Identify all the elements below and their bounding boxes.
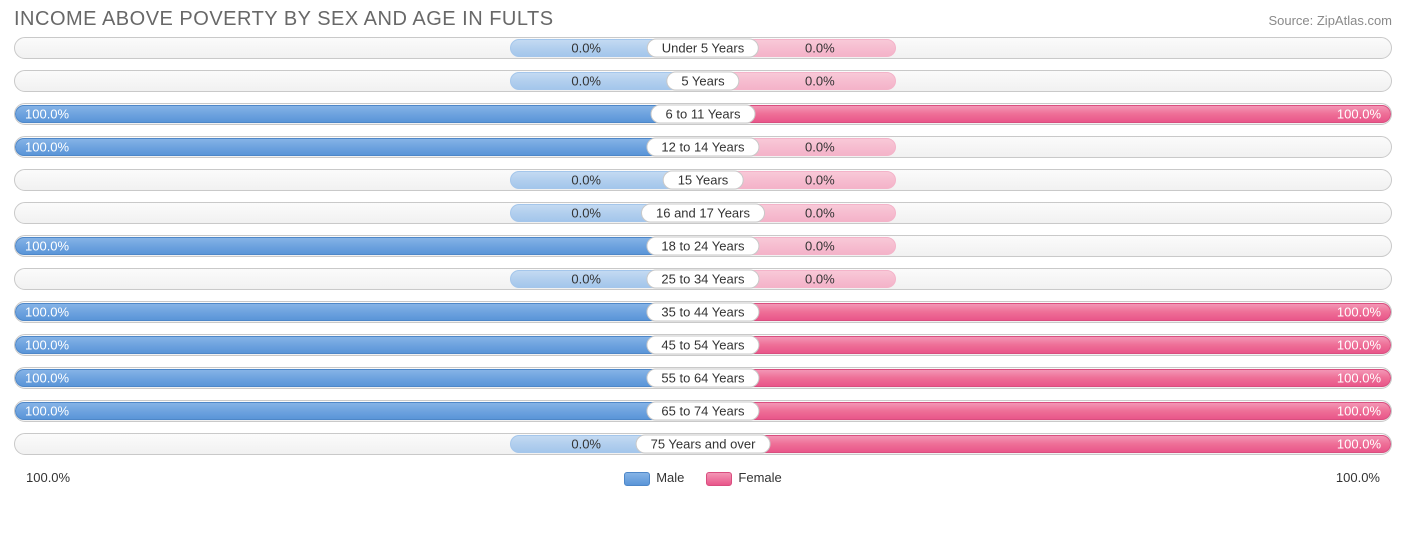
chart-row: 0.0% 0.0% 5 Years xyxy=(14,70,1392,92)
legend: Male Female xyxy=(624,470,782,486)
chart-title: INCOME ABOVE POVERTY BY SEX AND AGE IN F… xyxy=(14,8,554,31)
bar-track: 0.0% 0.0% 15 Years xyxy=(14,169,1392,191)
category-label: 65 to 74 Years xyxy=(646,402,759,421)
chart-row: 100.0% 100.0% 6 to 11 Years xyxy=(14,103,1392,125)
bar-track: 100.0% 100.0% 55 to 64 Years xyxy=(14,367,1392,389)
female-bar xyxy=(703,402,1391,420)
female-value: 100.0% xyxy=(1337,404,1381,419)
male-value: 100.0% xyxy=(25,338,69,353)
legend-male-swatch xyxy=(624,472,650,486)
bar-track: 0.0% 0.0% 16 and 17 Years xyxy=(14,202,1392,224)
legend-male: Male xyxy=(624,470,684,486)
female-bar xyxy=(703,336,1391,354)
female-bar xyxy=(703,303,1391,321)
category-label: 5 Years xyxy=(666,72,739,91)
female-value: 100.0% xyxy=(1337,437,1381,452)
legend-female-label: Female xyxy=(738,470,781,485)
source-attribution: Source: ZipAtlas.com xyxy=(1268,13,1392,28)
chart-row: 0.0% 100.0% 75 Years and over xyxy=(14,433,1392,455)
bar-track: 100.0% 100.0% 65 to 74 Years xyxy=(14,400,1392,422)
male-value: 100.0% xyxy=(25,371,69,386)
female-value: 0.0% xyxy=(805,173,835,188)
chart-row: 100.0% 100.0% 65 to 74 Years xyxy=(14,400,1392,422)
male-value: 0.0% xyxy=(571,437,601,452)
male-bar xyxy=(15,237,703,255)
category-label: 15 Years xyxy=(663,171,744,190)
category-label: Under 5 Years xyxy=(647,39,759,58)
category-label: 55 to 64 Years xyxy=(646,369,759,388)
male-value: 100.0% xyxy=(25,404,69,419)
bar-track: 0.0% 0.0% Under 5 Years xyxy=(14,37,1392,59)
legend-male-label: Male xyxy=(656,470,684,485)
female-value: 0.0% xyxy=(805,272,835,287)
bar-track: 100.0% 100.0% 35 to 44 Years xyxy=(14,301,1392,323)
female-value: 100.0% xyxy=(1337,305,1381,320)
female-value: 0.0% xyxy=(805,74,835,89)
male-value: 100.0% xyxy=(25,239,69,254)
category-label: 35 to 44 Years xyxy=(646,303,759,322)
male-value: 0.0% xyxy=(571,272,601,287)
chart-row: 100.0% 100.0% 55 to 64 Years xyxy=(14,367,1392,389)
bar-track: 100.0% 100.0% 6 to 11 Years xyxy=(14,103,1392,125)
male-bar xyxy=(15,402,703,420)
chart-row: 100.0% 0.0% 12 to 14 Years xyxy=(14,136,1392,158)
female-value: 0.0% xyxy=(805,140,835,155)
category-label: 12 to 14 Years xyxy=(646,138,759,157)
male-value: 0.0% xyxy=(571,74,601,89)
male-value: 0.0% xyxy=(571,206,601,221)
chart-row: 0.0% 0.0% 15 Years xyxy=(14,169,1392,191)
male-bar xyxy=(15,303,703,321)
bar-track: 0.0% 100.0% 75 Years and over xyxy=(14,433,1392,455)
category-label: 75 Years and over xyxy=(636,435,771,454)
category-label: 45 to 54 Years xyxy=(646,336,759,355)
female-value: 100.0% xyxy=(1337,107,1381,122)
bar-track: 100.0% 0.0% 12 to 14 Years xyxy=(14,136,1392,158)
chart-row: 0.0% 0.0% 16 and 17 Years xyxy=(14,202,1392,224)
chart-row: 100.0% 100.0% 45 to 54 Years xyxy=(14,334,1392,356)
female-bar xyxy=(703,105,1391,123)
chart-row: 100.0% 0.0% 18 to 24 Years xyxy=(14,235,1392,257)
chart-footer: 100.0% Male Female 100.0% xyxy=(0,466,1406,486)
male-value: 100.0% xyxy=(25,140,69,155)
male-value: 0.0% xyxy=(571,41,601,56)
female-bar xyxy=(703,435,1391,453)
category-label: 25 to 34 Years xyxy=(646,270,759,289)
male-bar xyxy=(15,369,703,387)
male-bar xyxy=(15,105,703,123)
bar-track: 0.0% 0.0% 25 to 34 Years xyxy=(14,268,1392,290)
male-bar xyxy=(15,336,703,354)
category-label: 6 to 11 Years xyxy=(651,105,756,124)
male-value: 100.0% xyxy=(25,305,69,320)
bar-track: 100.0% 100.0% 45 to 54 Years xyxy=(14,334,1392,356)
female-value: 100.0% xyxy=(1337,371,1381,386)
axis-right-label: 100.0% xyxy=(1336,470,1380,485)
axis-left-label: 100.0% xyxy=(26,470,70,485)
female-value: 0.0% xyxy=(805,206,835,221)
female-value: 100.0% xyxy=(1337,338,1381,353)
chart-row: 100.0% 100.0% 35 to 44 Years xyxy=(14,301,1392,323)
male-bar xyxy=(15,138,703,156)
legend-female: Female xyxy=(706,470,781,486)
male-value: 100.0% xyxy=(25,107,69,122)
chart-row: 0.0% 0.0% Under 5 Years xyxy=(14,37,1392,59)
female-value: 0.0% xyxy=(805,239,835,254)
chart-area: 0.0% 0.0% Under 5 Years 0.0% 0.0% 5 Years 100.… xyxy=(0,31,1406,455)
category-label: 18 to 24 Years xyxy=(646,237,759,256)
male-value: 0.0% xyxy=(571,173,601,188)
bar-track: 100.0% 0.0% 18 to 24 Years xyxy=(14,235,1392,257)
female-bar xyxy=(703,369,1391,387)
legend-female-swatch xyxy=(706,472,732,486)
chart-row: 0.0% 0.0% 25 to 34 Years xyxy=(14,268,1392,290)
female-value: 0.0% xyxy=(805,41,835,56)
bar-track: 0.0% 0.0% 5 Years xyxy=(14,70,1392,92)
category-label: 16 and 17 Years xyxy=(641,204,765,223)
